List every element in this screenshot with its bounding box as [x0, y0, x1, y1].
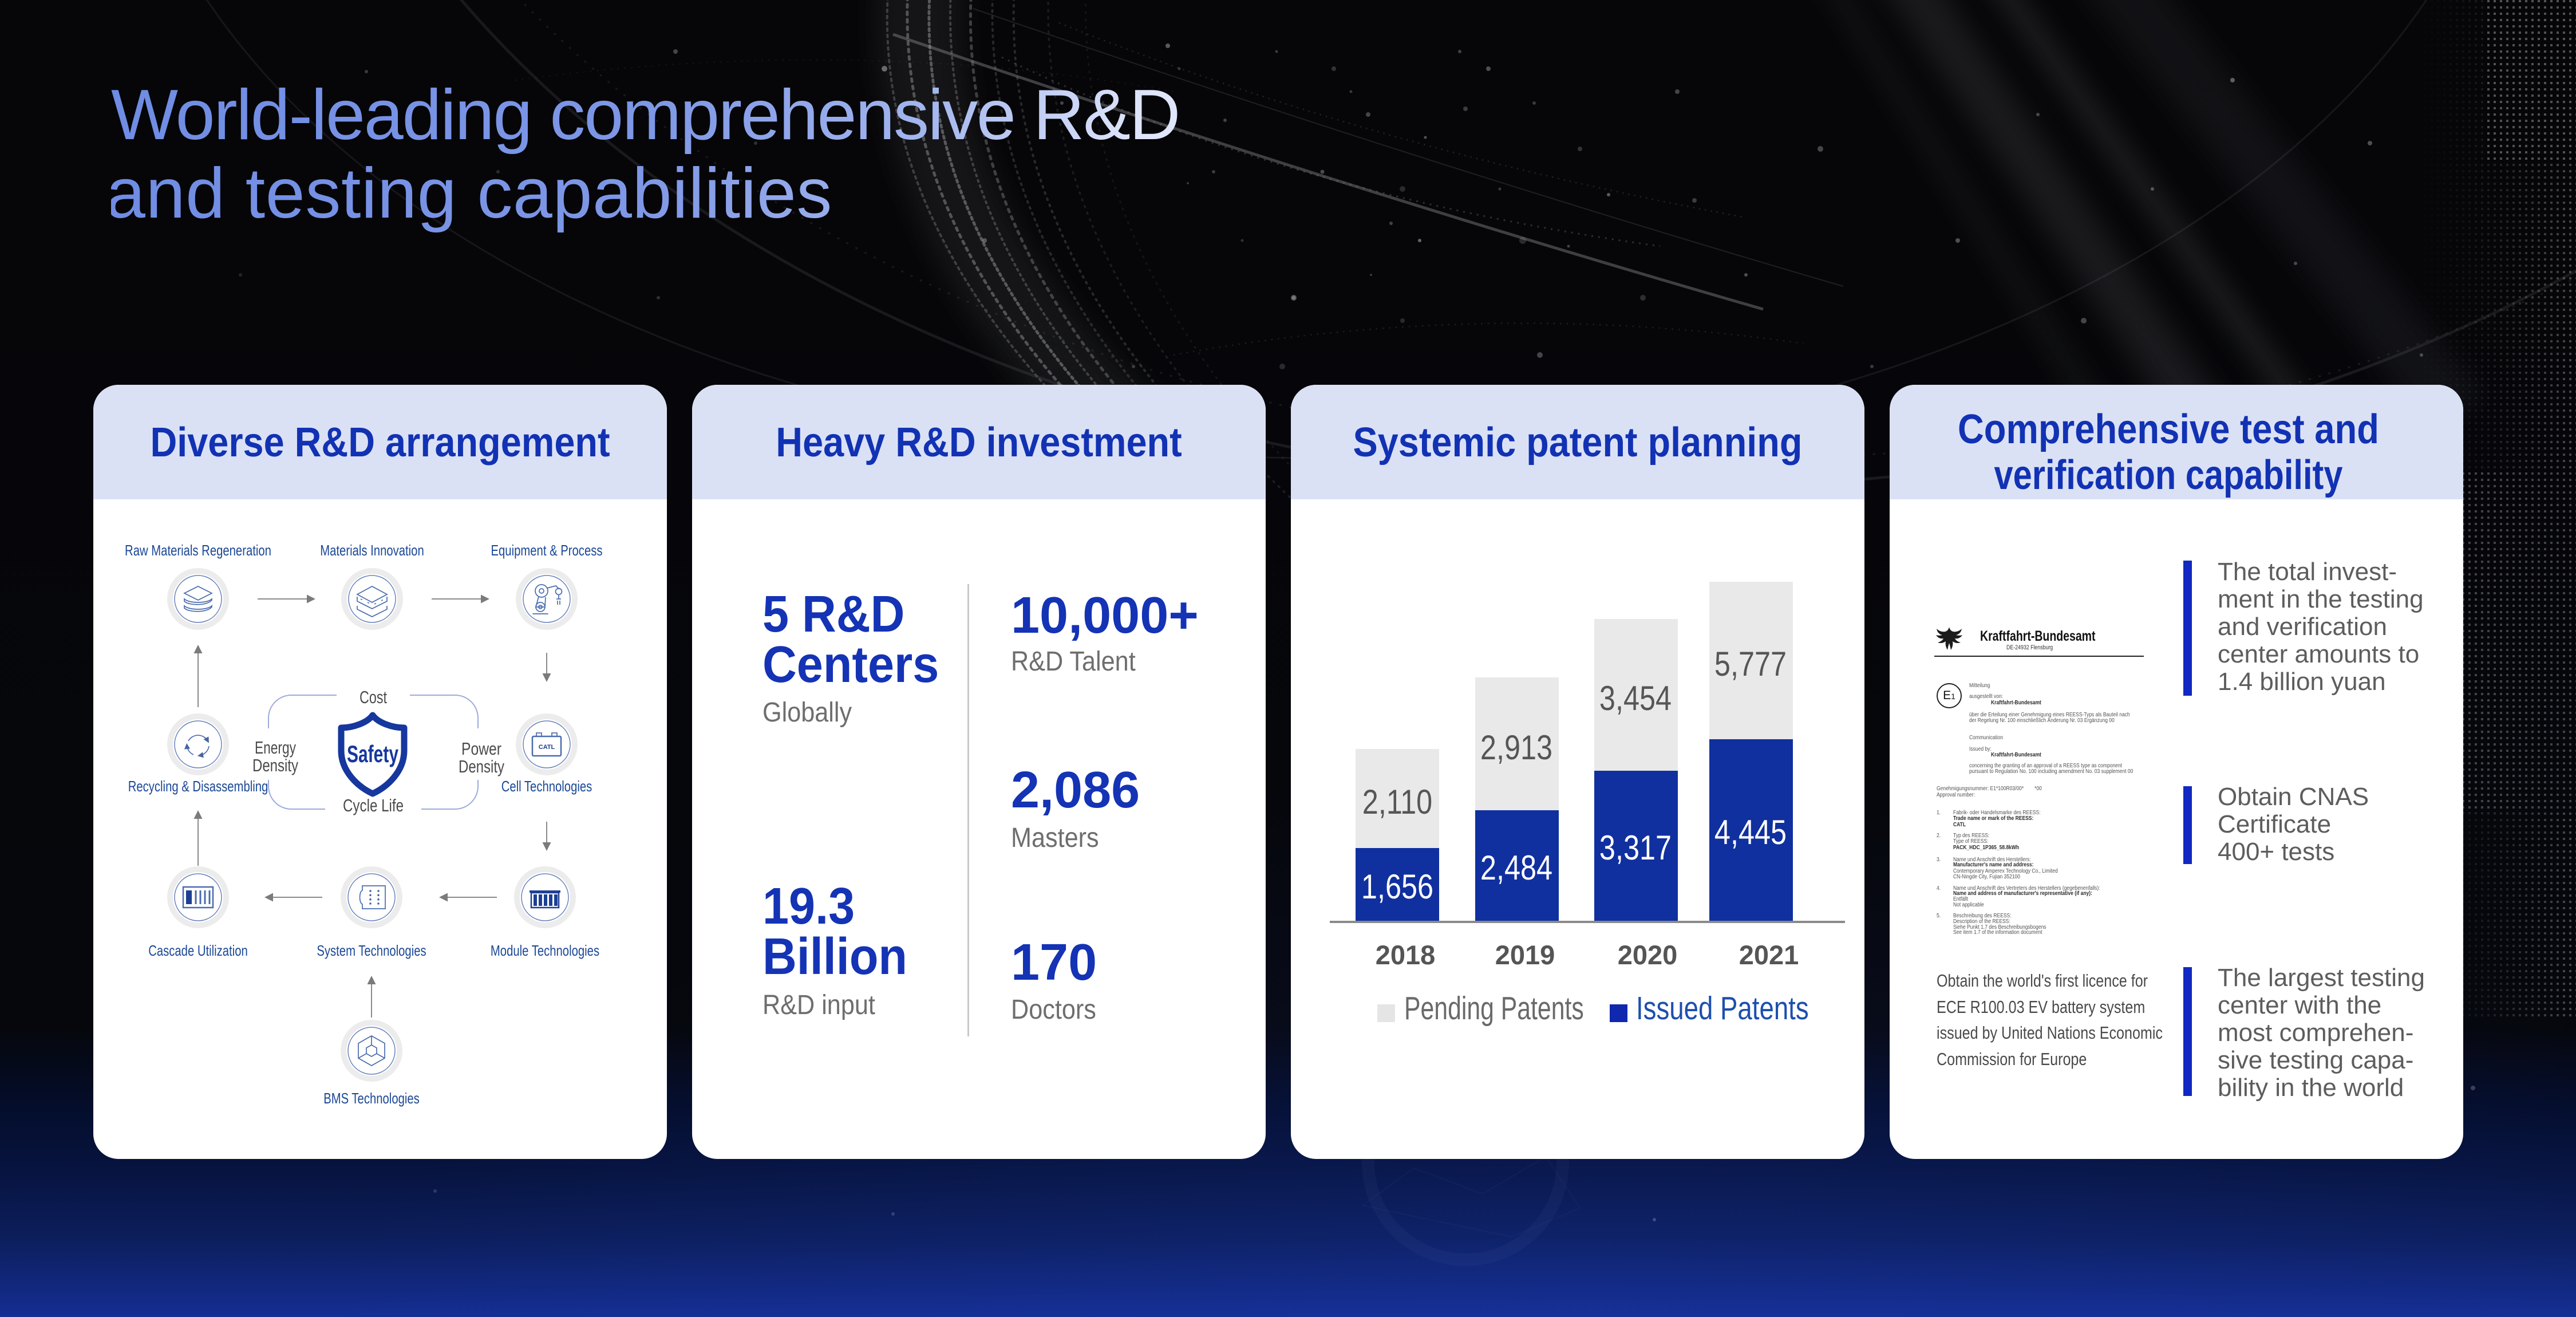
svg-text:Power: Power [461, 739, 501, 759]
svg-text:Energy: Energy [255, 738, 296, 758]
svg-text:Density: Density [252, 755, 298, 775]
svg-text:Cost: Cost [359, 687, 387, 707]
svg-text:CATL: CATL [539, 744, 555, 751]
svg-text:Cycle Life: Cycle Life [343, 795, 404, 815]
svg-text:Safety: Safety [347, 740, 398, 767]
svg-text:Density: Density [459, 756, 504, 776]
